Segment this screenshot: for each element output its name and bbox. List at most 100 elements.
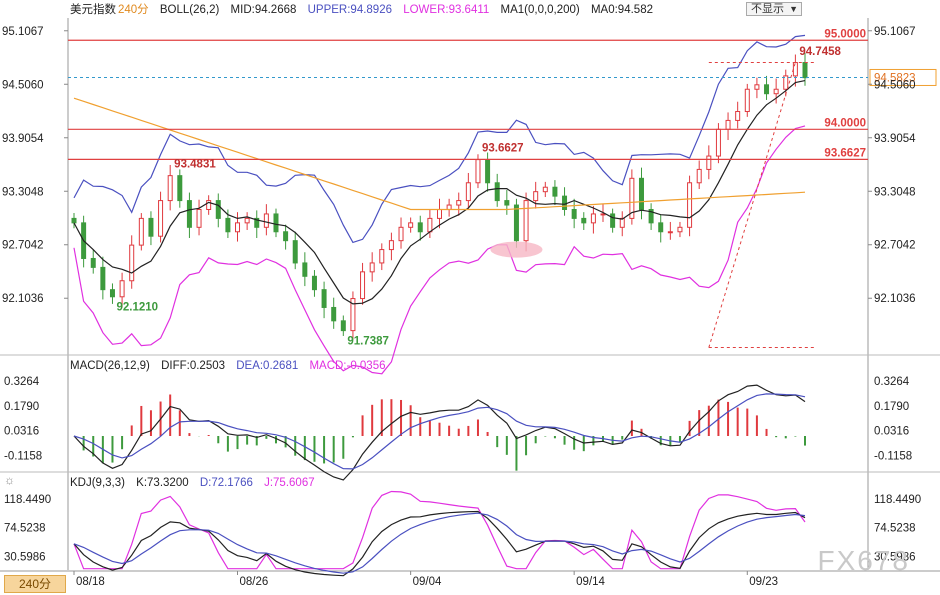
- candle-body: [571, 208, 577, 219]
- candle-body: [629, 177, 635, 219]
- candle-body: [658, 222, 664, 233]
- boll-lower: LOWER:93.6411: [403, 4, 490, 16]
- candle-body: [715, 128, 721, 157]
- candle-body: [388, 240, 394, 251]
- candle-body: [302, 262, 308, 277]
- candle-body: [369, 262, 375, 273]
- candle-body: [533, 191, 539, 202]
- y-tick-label-left: 93.9054: [2, 133, 44, 145]
- macd-tick-right: 0.3264: [874, 376, 910, 388]
- y-tick-label-left: 93.3048: [2, 186, 44, 198]
- boll-upper: UPPER:94.8926: [307, 4, 392, 16]
- kdj-tick-right: 74.5238: [874, 523, 916, 535]
- level-label: 95.0000: [824, 28, 866, 40]
- x-tick-label: 09/14: [576, 576, 605, 588]
- y-tick-label-left: 94.5060: [2, 79, 44, 91]
- watermark-logo: FX678: [817, 545, 910, 576]
- candle-body: [196, 208, 202, 228]
- candle-body: [667, 231, 673, 234]
- kdj-header: KDJ(9,3,3) K:73.3200 D:72.1766 J:75.6067: [70, 476, 323, 490]
- candle-body: [158, 200, 164, 237]
- candle-body: [494, 182, 500, 202]
- macd-label: MACD(26,12,9): [70, 360, 150, 372]
- candle-body: [186, 200, 192, 228]
- kdj-tick-right: 30.5986: [874, 551, 916, 563]
- candle-body: [350, 298, 356, 332]
- candle-body: [552, 186, 558, 197]
- candle-body: [687, 182, 693, 228]
- macd-tick-right: 0.0316: [874, 426, 909, 438]
- macd-diff: DIFF:0.2503: [161, 360, 226, 372]
- kdj-tick-left: 118.4490: [4, 494, 51, 506]
- candle-body: [437, 208, 442, 219]
- candle-body: [321, 289, 327, 308]
- candle-body: [677, 226, 683, 233]
- display-dropdown[interactable]: 不显示 ▼: [746, 2, 802, 16]
- candle-body: [706, 155, 712, 170]
- dropdown-label: 不显示: [751, 3, 784, 15]
- candle-body: [129, 244, 135, 282]
- kdj-d-line: [73, 512, 806, 574]
- kdj-tick-left: 30.5986: [4, 551, 46, 563]
- y-tick-label-left: 92.7042: [2, 240, 44, 252]
- y-tick-label-right: 92.1036: [874, 293, 916, 305]
- y-tick-label-left: 95.1067: [2, 26, 44, 38]
- price-annotation: 92.1210: [116, 302, 158, 314]
- x-tick-label: 08/18: [76, 576, 105, 588]
- candle-body: [206, 200, 212, 210]
- candle-body: [90, 257, 96, 268]
- macd-tick-left: 0.3264: [4, 376, 40, 388]
- boll-lower-line: [73, 125, 806, 375]
- y-tick-label-right: 92.7042: [874, 240, 916, 252]
- candle-body: [379, 249, 385, 264]
- candle-body: [542, 186, 548, 193]
- period-button[interactable]: 240分: [4, 575, 66, 593]
- candle-body: [331, 306, 337, 322]
- candle-body: [244, 217, 250, 224]
- boll-upper-line: [73, 34, 806, 244]
- candle-body: [619, 217, 625, 228]
- candle-body: [138, 217, 144, 246]
- candle-body: [109, 289, 115, 298]
- settings-icon: ☼: [4, 473, 15, 487]
- candle-body: [754, 84, 760, 90]
- macd-value: MACD:-0.0356: [309, 360, 386, 372]
- level-label: 93.6627: [824, 147, 866, 159]
- candle-body: [590, 213, 596, 224]
- candle-body: [263, 213, 269, 228]
- macd-tick-left: -0.1158: [4, 451, 42, 463]
- candle-body: [417, 222, 423, 233]
- period-tag: 240分: [118, 4, 149, 16]
- kdj-j: J:75.6067: [264, 477, 315, 489]
- kdj-j-line: [73, 490, 806, 570]
- candle-body: [100, 266, 106, 291]
- trend-line: [708, 62, 796, 348]
- kdj-d: D:72.1766: [199, 477, 253, 489]
- candle-body: [696, 168, 702, 184]
- y-tick-label-left: 92.1036: [2, 293, 44, 305]
- price-annotation: 93.4831: [174, 158, 216, 170]
- chevron-down-icon: ▼: [789, 4, 798, 14]
- candle-body: [504, 200, 510, 206]
- x-tick-label: 09/23: [749, 576, 778, 588]
- macd-dea: DEA:0.2681: [236, 360, 299, 372]
- candle-body: [610, 213, 616, 228]
- macd-tick-right: -0.1158: [874, 451, 912, 463]
- macd-header: MACD(26,12,9) DIFF:0.2503 DEA:0.2681 MAC…: [70, 359, 394, 373]
- candle-body: [456, 200, 462, 206]
- price-annotation: 91.7387: [347, 336, 389, 348]
- candle-body: [465, 182, 471, 202]
- ma200-line: [73, 97, 806, 211]
- candle-body: [792, 62, 798, 77]
- boll-label: BOLL(26,2): [159, 4, 220, 16]
- y-tick-label-right: 95.1067: [874, 26, 916, 38]
- candle-body: [802, 62, 808, 79]
- candle-body: [744, 88, 750, 113]
- ma-label: MA1(0,0,0,200): [500, 4, 580, 16]
- candle-body: [225, 217, 231, 233]
- candle-body: [523, 200, 529, 242]
- candle-body: [360, 271, 366, 300]
- kdj-k-line: [73, 510, 806, 577]
- candle-body: [71, 217, 77, 224]
